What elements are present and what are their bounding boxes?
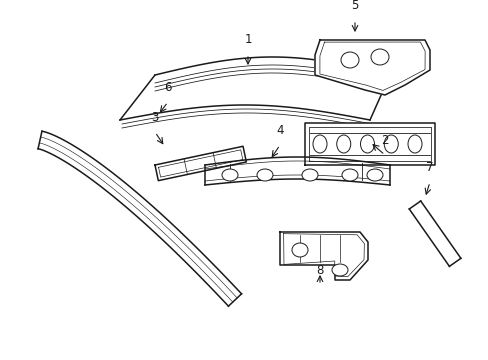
Polygon shape: [204, 157, 389, 185]
Ellipse shape: [384, 135, 397, 153]
Text: 5: 5: [350, 0, 358, 12]
Ellipse shape: [407, 135, 421, 153]
Ellipse shape: [312, 135, 326, 153]
Ellipse shape: [302, 169, 317, 181]
Ellipse shape: [366, 169, 382, 181]
Polygon shape: [120, 57, 389, 120]
Ellipse shape: [370, 49, 388, 65]
Text: 8: 8: [316, 264, 323, 277]
Ellipse shape: [257, 169, 272, 181]
Polygon shape: [280, 232, 367, 280]
Ellipse shape: [291, 243, 307, 257]
Text: 7: 7: [426, 161, 433, 174]
Polygon shape: [305, 123, 434, 165]
Ellipse shape: [360, 135, 374, 153]
Ellipse shape: [340, 52, 358, 68]
Ellipse shape: [222, 169, 238, 181]
Polygon shape: [38, 131, 241, 306]
Text: 6: 6: [164, 81, 171, 94]
Text: 1: 1: [244, 33, 251, 46]
Text: 3: 3: [151, 111, 159, 124]
Polygon shape: [314, 40, 429, 95]
Polygon shape: [408, 201, 460, 266]
Ellipse shape: [331, 264, 347, 276]
Text: 2: 2: [381, 134, 388, 147]
Ellipse shape: [336, 135, 350, 153]
Ellipse shape: [341, 169, 357, 181]
Polygon shape: [155, 146, 246, 181]
Text: 4: 4: [276, 124, 283, 137]
